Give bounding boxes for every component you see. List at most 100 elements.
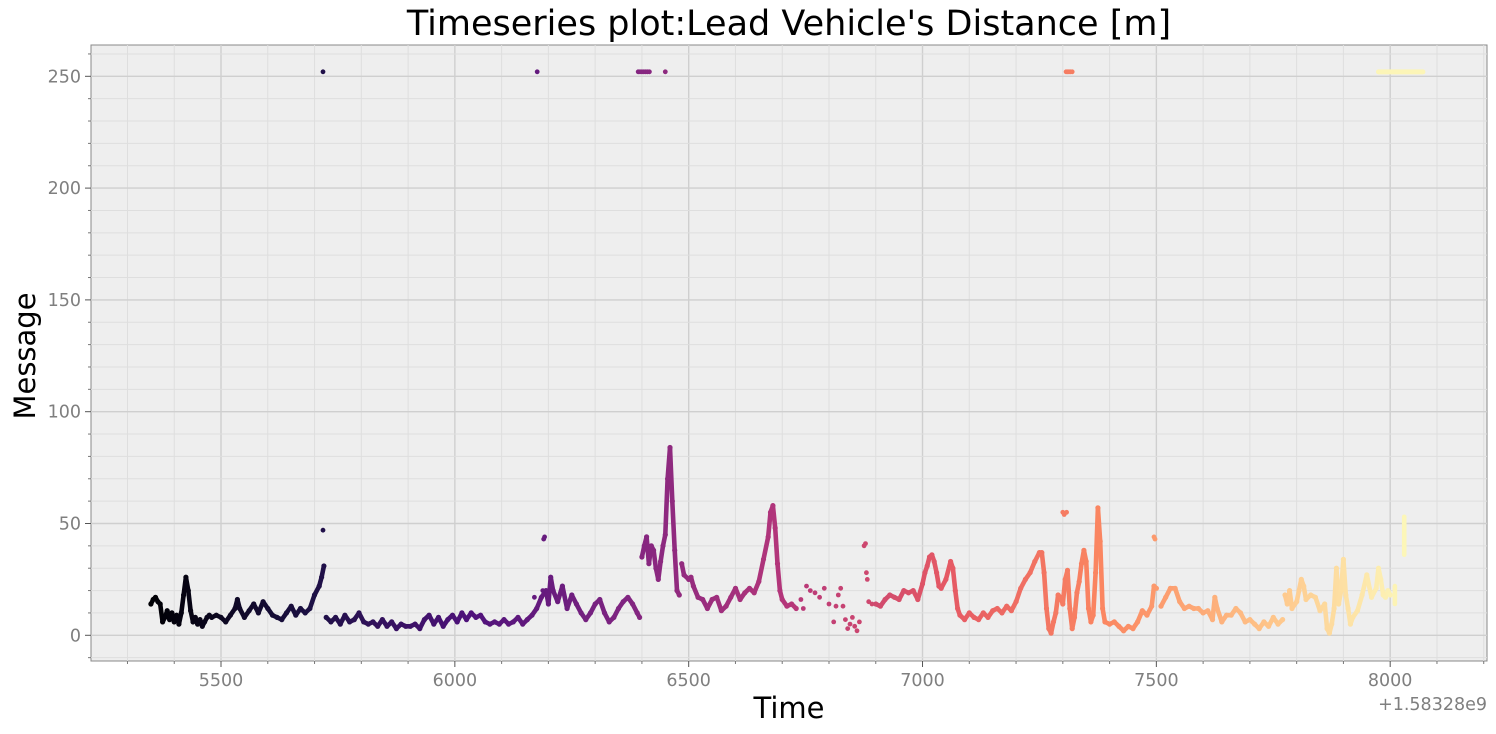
data-point: [1322, 601, 1328, 607]
data-point: [1008, 608, 1015, 614]
data-point: [1219, 619, 1225, 625]
series-segment: [1076, 561, 1084, 584]
series-segment: [669, 498, 678, 553]
data-point: [1375, 565, 1382, 571]
data-point: [1027, 570, 1033, 576]
data-point: [630, 601, 636, 607]
data-point: [1333, 565, 1339, 571]
data-point: [679, 561, 685, 567]
data-point: [601, 610, 608, 616]
data-point: [160, 619, 166, 625]
data-point: [1338, 588, 1344, 594]
data-point: [690, 583, 697, 589]
data-point: [223, 619, 229, 625]
data-point: [891, 594, 898, 600]
data-point: [774, 561, 781, 567]
data-point: [812, 590, 818, 596]
data-point: [784, 603, 790, 609]
data-point: [644, 534, 650, 540]
data-point: [667, 444, 673, 451]
data-point: [1172, 585, 1178, 591]
data-point: [506, 621, 512, 627]
data-point: [1064, 567, 1071, 574]
series-segment: [772, 525, 780, 567]
series-segment: [651, 547, 659, 571]
data-point: [1350, 614, 1356, 621]
data-point: [1064, 509, 1069, 515]
data-point: [1152, 536, 1158, 542]
data-point: [342, 612, 348, 618]
data-point: [403, 623, 409, 629]
data-point: [985, 614, 991, 621]
data-point: [431, 621, 437, 627]
series-segment: [950, 565, 958, 593]
data-point: [922, 570, 928, 576]
data-point: [183, 574, 189, 580]
data-point: [1301, 583, 1307, 589]
x-offset-label: +1.58328e9: [1378, 695, 1487, 715]
data-point: [990, 608, 996, 614]
y-tick-label: 250: [48, 67, 81, 87]
data-point: [1270, 614, 1276, 621]
data-point: [1163, 594, 1169, 600]
data-point: [1081, 547, 1087, 553]
data-point: [971, 614, 977, 621]
data-point: [398, 621, 404, 627]
data-point: [1130, 626, 1136, 632]
data-point: [1284, 601, 1290, 607]
data-point: [227, 612, 233, 618]
data-point: [1261, 619, 1267, 625]
data-point: [534, 605, 540, 612]
data-point: [176, 621, 182, 627]
data-point: [534, 69, 540, 75]
data-point: [688, 574, 694, 580]
data-point: [538, 594, 545, 600]
data-point: [370, 619, 376, 625]
data-point: [1181, 605, 1187, 612]
data-point: [148, 601, 154, 607]
data-point: [1364, 572, 1370, 578]
series-segment: [915, 581, 925, 602]
x-tick-label: 8000: [1368, 671, 1413, 691]
data-point: [1097, 538, 1103, 545]
series-segment: [1149, 583, 1157, 609]
data-point: [1046, 626, 1052, 632]
data-point: [192, 614, 198, 621]
grid-layer: [91, 45, 1487, 661]
x-tick-label: 7500: [1134, 671, 1179, 691]
data-point: [976, 617, 982, 623]
data-point: [662, 532, 668, 538]
data-point: [833, 603, 839, 609]
data-point: [468, 610, 474, 616]
data-point: [723, 603, 729, 609]
data-point: [478, 612, 484, 618]
data-point: [831, 619, 837, 625]
data-point: [178, 610, 184, 616]
data-point: [873, 601, 879, 607]
data-point: [980, 610, 986, 616]
data-point: [1125, 623, 1131, 629]
data-point: [676, 592, 682, 598]
data-point: [319, 574, 325, 580]
data-point: [962, 617, 968, 623]
data-point: [218, 614, 224, 621]
data-point: [929, 552, 935, 558]
x-tick-label: 6500: [666, 671, 711, 691]
data-point: [847, 621, 853, 627]
data-point: [492, 619, 498, 625]
series-segment: [1095, 505, 1103, 544]
data-point: [714, 594, 720, 600]
data-point: [767, 509, 774, 515]
series-segment: [761, 534, 771, 562]
series-segment: [1355, 592, 1365, 614]
data-point: [1382, 594, 1389, 600]
data-point: [1266, 623, 1272, 629]
data-point: [1275, 621, 1281, 627]
data-point: [209, 614, 215, 621]
data-point: [1083, 558, 1089, 565]
data-point: [389, 619, 395, 625]
data-point: [297, 605, 304, 612]
data-point: [361, 619, 367, 625]
data-point: [164, 608, 170, 614]
data-point: [542, 534, 547, 540]
